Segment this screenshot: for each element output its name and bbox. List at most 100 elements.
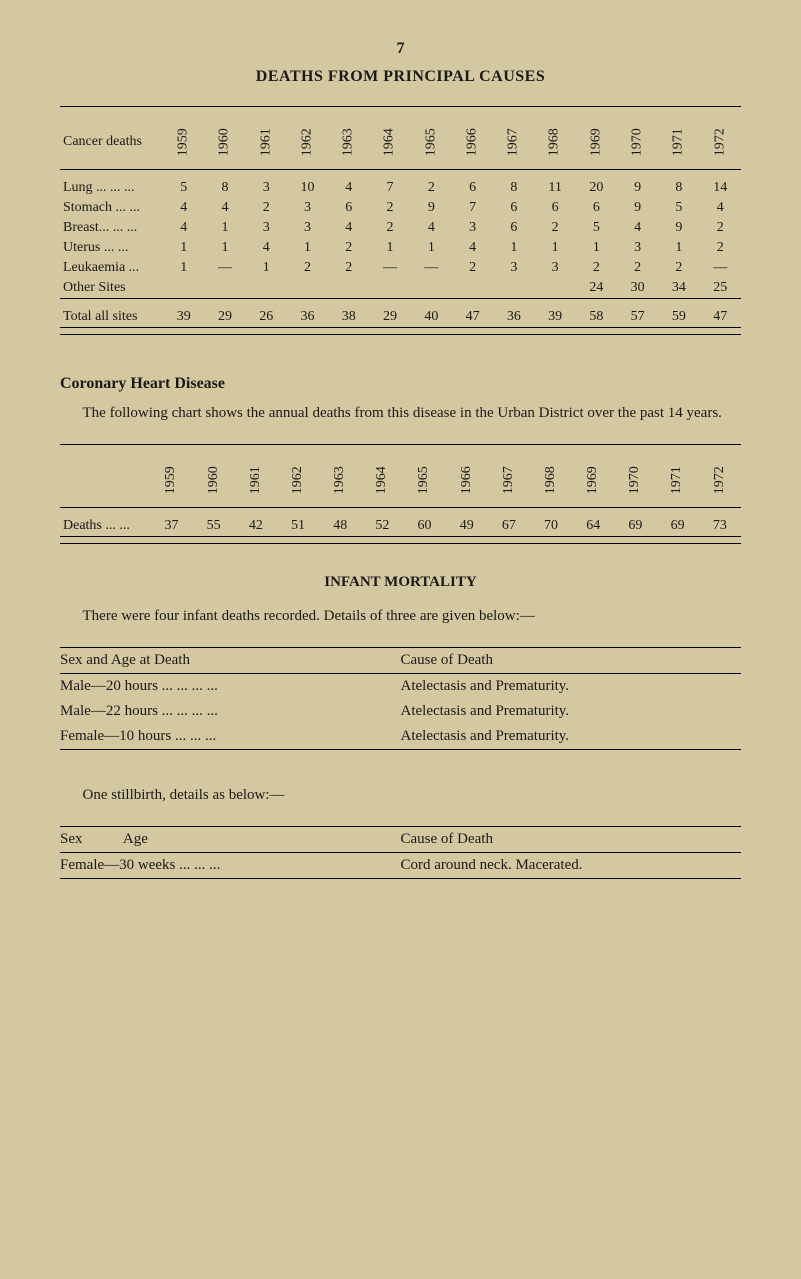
cell: 3 [246, 218, 287, 238]
cell: 51 [277, 516, 319, 537]
cell: 6 [452, 178, 493, 198]
cell [163, 278, 204, 299]
cell [246, 278, 287, 299]
cell [369, 278, 410, 299]
cell: — [204, 258, 245, 278]
cell: 1 [411, 238, 452, 258]
cell: 24 [576, 278, 617, 299]
coronary-paragraph: The following chart shows the annual dea… [60, 403, 741, 424]
cell: 1 [493, 238, 534, 258]
cell: 14 [700, 178, 741, 198]
total-cell: 39 [163, 307, 204, 328]
infant-deaths-table: Sex and Age at Death Cause of Death Male… [60, 647, 741, 760]
row-label: Breast... ... ... [60, 218, 163, 238]
cell: 4 [411, 218, 452, 238]
cell: 69 [656, 516, 698, 537]
total-cell: 58 [576, 307, 617, 328]
cell: 1 [204, 238, 245, 258]
cell: 4 [204, 198, 245, 218]
total-label: Total all sites [60, 307, 163, 328]
cell: 1 [163, 238, 204, 258]
total-cell: 40 [411, 307, 452, 328]
total-cell: 47 [700, 307, 741, 328]
total-cell: 47 [452, 307, 493, 328]
cell [287, 278, 328, 299]
cell: 8 [658, 178, 699, 198]
sb-header-left: Sex Age [60, 827, 401, 853]
cell: 55 [193, 516, 235, 537]
cell [411, 278, 452, 299]
infant-intro: There were four infant deaths recorded. … [60, 606, 741, 627]
sb-row-left: Female—30 weeks ... ... ... [60, 853, 401, 879]
cell: 48 [319, 516, 361, 537]
year-header: 1972 [693, 459, 748, 501]
cell: 4 [328, 218, 369, 238]
cell: 42 [235, 516, 277, 537]
infant-row-right: Atelectasis and Prematurity. [401, 724, 742, 750]
infant-row-right: Atelectasis and Prematurity. [401, 674, 742, 700]
cell: 4 [617, 218, 658, 238]
cell: 4 [163, 218, 204, 238]
cell: 64 [572, 516, 614, 537]
total-cell: 29 [204, 307, 245, 328]
coronary-heading: Coronary Heart Disease [60, 375, 741, 393]
cell: 1 [658, 238, 699, 258]
cell: 3 [452, 218, 493, 238]
cell: 30 [617, 278, 658, 299]
cell: 34 [658, 278, 699, 299]
cell: 6 [576, 198, 617, 218]
cell: 11 [534, 178, 575, 198]
total-cell: 57 [617, 307, 658, 328]
cell: 2 [328, 238, 369, 258]
cell: 2 [576, 258, 617, 278]
cell: 2 [287, 258, 328, 278]
cell: — [369, 258, 410, 278]
cell: 60 [403, 516, 445, 537]
stillbirth-table: Sex Age Cause of Death Female—30 weeks .… [60, 826, 741, 889]
cell: 2 [452, 258, 493, 278]
cell: 25 [700, 278, 741, 299]
total-cell: 36 [493, 307, 534, 328]
total-cell: 26 [246, 307, 287, 328]
cell: 67 [488, 516, 530, 537]
row-label: Other Sites [60, 278, 163, 299]
cell: 6 [328, 198, 369, 218]
row-label: Deaths ... ... [60, 516, 150, 537]
row-label: Uterus ... ... [60, 238, 163, 258]
cell: 3 [534, 258, 575, 278]
cell: 6 [493, 218, 534, 238]
cell: 9 [617, 198, 658, 218]
cell: 5 [163, 178, 204, 198]
page-number: 7 [60, 40, 741, 58]
cell: 2 [700, 218, 741, 238]
cell: 6 [534, 198, 575, 218]
cell: 2 [411, 178, 452, 198]
cell: 3 [617, 238, 658, 258]
cell: — [700, 258, 741, 278]
total-cell: 38 [328, 307, 369, 328]
row-label: Leukaemia ... [60, 258, 163, 278]
cell: 2 [369, 218, 410, 238]
cell: 9 [658, 218, 699, 238]
coronary-table: 1959196019611962196319641965196619671968… [60, 444, 741, 544]
infant-heading: INFANT MORTALITY [60, 574, 741, 591]
cell: 3 [287, 218, 328, 238]
infant-row-left: Male—22 hours ... ... ... ... [60, 699, 401, 724]
cell: 1 [204, 218, 245, 238]
cell: 73 [699, 516, 741, 537]
cell: 1 [576, 238, 617, 258]
total-cell: 59 [658, 307, 699, 328]
cell: 4 [163, 198, 204, 218]
cell: 10 [287, 178, 328, 198]
cell: 7 [369, 178, 410, 198]
cell: 1 [163, 258, 204, 278]
cell [204, 278, 245, 299]
cell: 2 [617, 258, 658, 278]
cell: 52 [361, 516, 403, 537]
cell: 4 [452, 238, 493, 258]
cell: 7 [452, 198, 493, 218]
cell: 9 [411, 198, 452, 218]
cell [534, 278, 575, 299]
cell: 9 [617, 178, 658, 198]
stillbirth-line: One stillbirth, details as below:— [60, 785, 741, 806]
